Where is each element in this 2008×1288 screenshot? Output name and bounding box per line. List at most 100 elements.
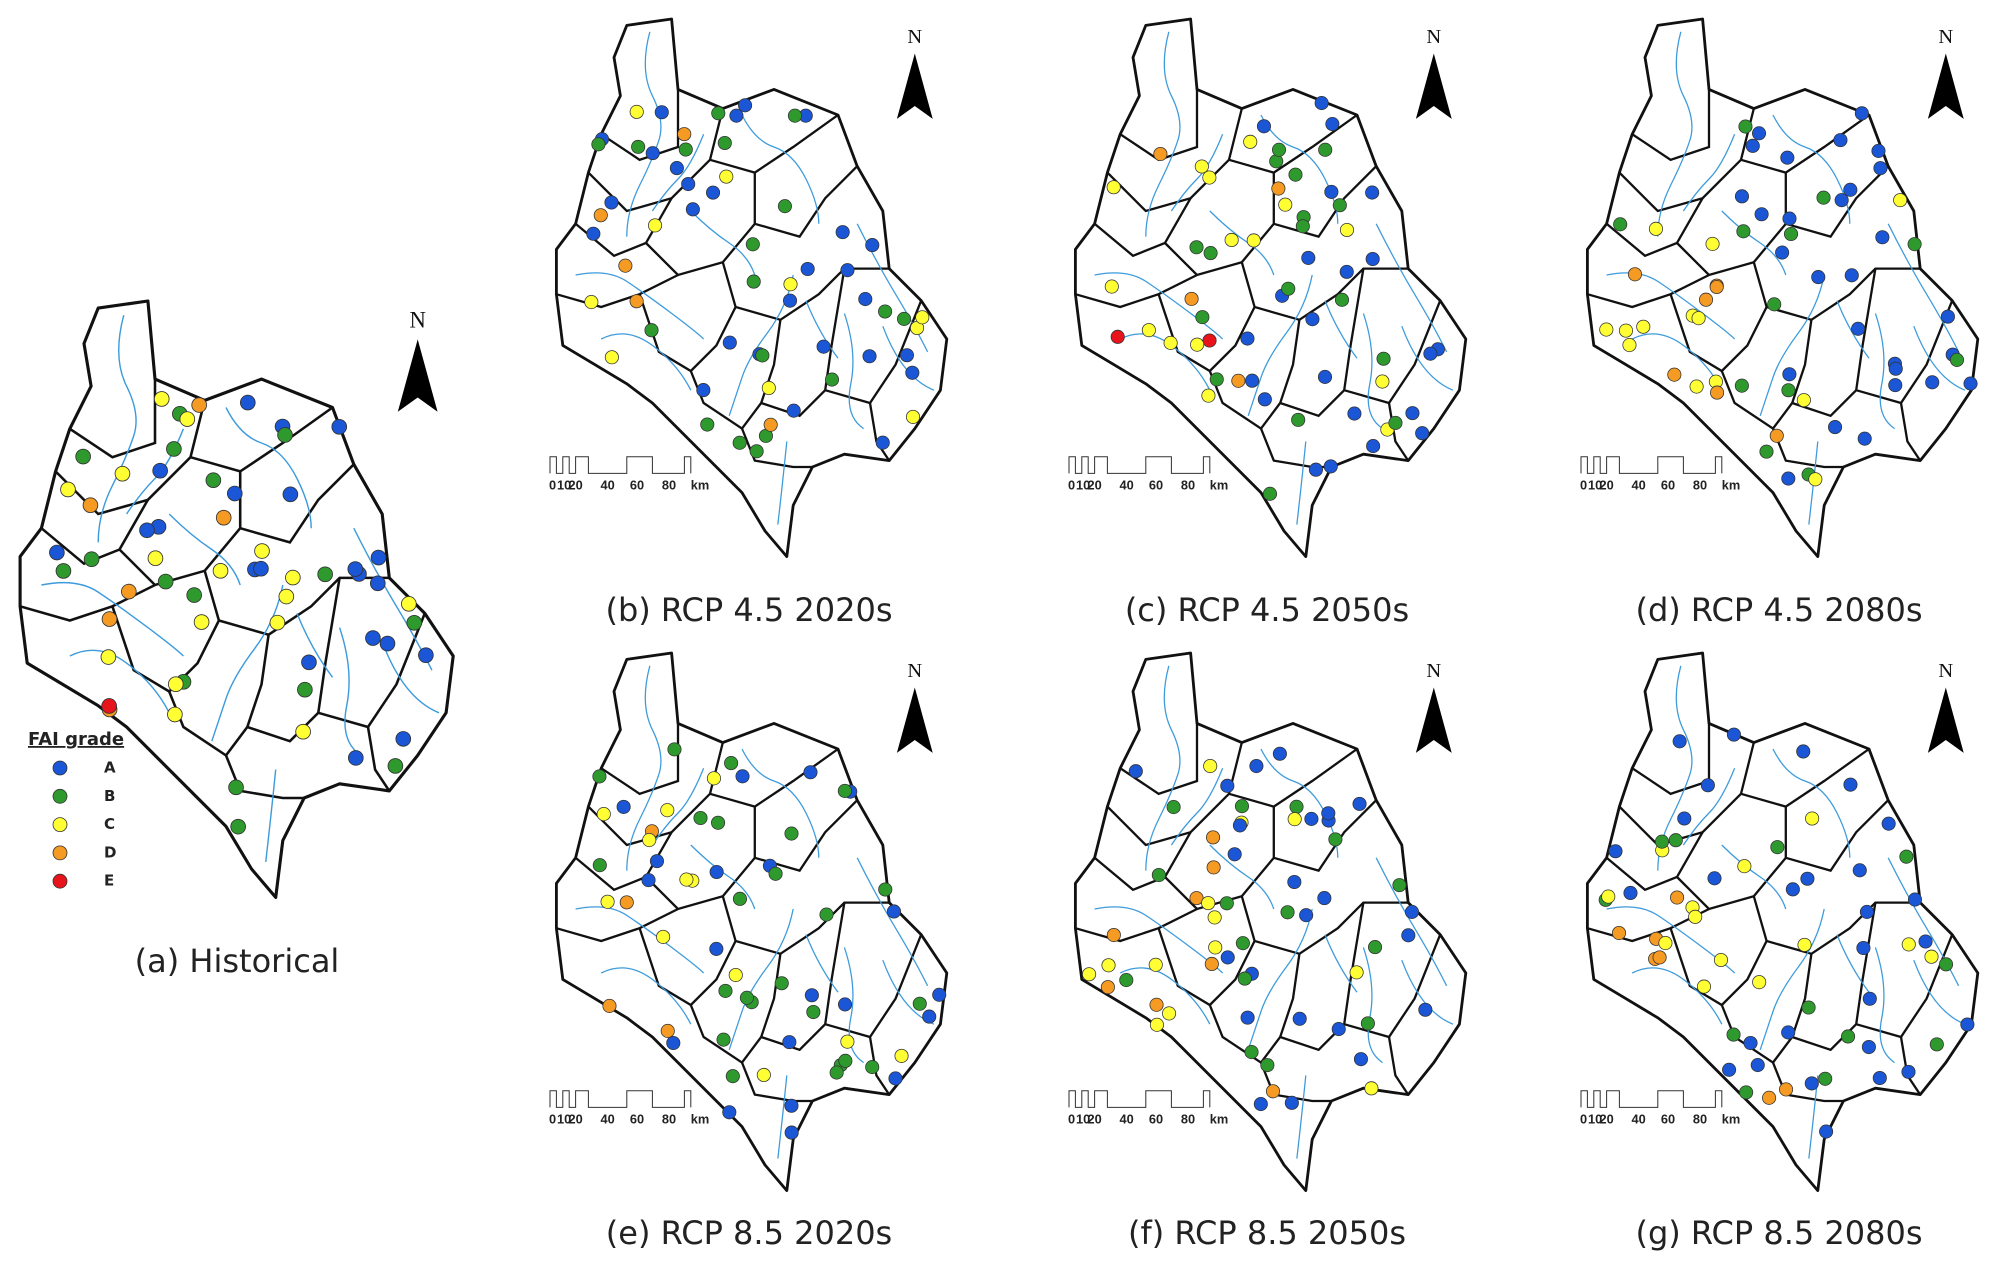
station-dot bbox=[1208, 940, 1223, 955]
station-dot bbox=[254, 543, 270, 559]
station-dot bbox=[1857, 431, 1872, 446]
station-dot bbox=[1862, 991, 1877, 1006]
station-dot bbox=[1796, 744, 1811, 759]
scale-label: 80 bbox=[1181, 478, 1195, 493]
station-dot bbox=[894, 1048, 909, 1063]
station-dot bbox=[722, 335, 737, 350]
station-dot bbox=[719, 169, 734, 184]
scale-label: 40 bbox=[600, 478, 614, 493]
station-dot bbox=[735, 769, 750, 784]
station-dot bbox=[1269, 154, 1284, 169]
station-dot bbox=[1284, 1095, 1299, 1110]
station-dot bbox=[369, 575, 386, 592]
station-dot bbox=[1368, 940, 1383, 955]
station-dot bbox=[1082, 967, 1097, 982]
station-dot bbox=[1667, 367, 1682, 382]
station-dot bbox=[1677, 811, 1692, 826]
station-dot bbox=[1423, 346, 1438, 361]
station-dot bbox=[1745, 138, 1760, 153]
station-dot bbox=[649, 854, 665, 869]
legend-swatch bbox=[52, 788, 68, 804]
station-dot bbox=[347, 561, 364, 577]
station-dot bbox=[1209, 372, 1224, 387]
scale-label: 40 bbox=[1119, 1112, 1133, 1127]
scale-label: 60 bbox=[1661, 1112, 1675, 1127]
station-dot bbox=[1325, 117, 1340, 132]
station-dot bbox=[370, 549, 387, 566]
scale-unit: km bbox=[691, 478, 709, 493]
station-dot bbox=[1149, 1017, 1164, 1032]
station-dot bbox=[1670, 890, 1685, 905]
station-dot bbox=[584, 295, 599, 310]
station-dot bbox=[803, 765, 818, 780]
north-label: N bbox=[1938, 26, 1953, 48]
station-dot bbox=[1339, 222, 1355, 238]
station-dot bbox=[1623, 885, 1638, 901]
station-dot bbox=[1392, 878, 1407, 893]
station-dot bbox=[755, 348, 770, 363]
station-dot bbox=[1601, 889, 1616, 904]
scale-bar bbox=[1068, 1090, 1211, 1108]
station-dot bbox=[1648, 221, 1663, 236]
station-dot bbox=[1287, 874, 1302, 890]
station-dot bbox=[347, 750, 364, 766]
station-dot bbox=[1231, 373, 1246, 388]
station-dot bbox=[1376, 351, 1391, 366]
station-dot bbox=[1698, 292, 1714, 307]
station-dot bbox=[619, 895, 634, 910]
scale-bar bbox=[1580, 456, 1723, 474]
station-dot bbox=[1709, 279, 1724, 295]
station-dot bbox=[644, 323, 659, 338]
station-dot bbox=[152, 462, 168, 479]
station-dot bbox=[1353, 1052, 1369, 1067]
station-dot bbox=[629, 104, 644, 119]
station-dot bbox=[865, 238, 880, 253]
station-dot bbox=[1184, 291, 1199, 306]
station-dot bbox=[858, 292, 873, 307]
station-dot bbox=[1240, 331, 1255, 346]
station-dot bbox=[932, 987, 947, 1002]
scale-label: 0 bbox=[1580, 478, 1587, 493]
station-dot bbox=[226, 485, 243, 502]
legend-swatch bbox=[52, 873, 68, 889]
station-dot bbox=[101, 611, 118, 627]
station-dot bbox=[629, 294, 644, 309]
station-dot bbox=[591, 137, 606, 152]
legend-label: B bbox=[104, 787, 115, 805]
scale-bar bbox=[1580, 1090, 1723, 1108]
station-dot bbox=[1888, 378, 1903, 393]
station-dot bbox=[269, 614, 286, 631]
station-dot bbox=[1324, 184, 1339, 199]
station-dot bbox=[1323, 459, 1338, 474]
station-dot bbox=[1365, 251, 1380, 267]
station-dot bbox=[167, 706, 183, 723]
station-dot bbox=[401, 596, 417, 612]
basin-map bbox=[18, 299, 455, 899]
station-dot bbox=[1249, 758, 1264, 774]
station-dot bbox=[783, 277, 798, 292]
station-dot bbox=[297, 681, 313, 698]
station-dot bbox=[1260, 1058, 1275, 1073]
station-dot bbox=[1819, 1124, 1834, 1139]
station-dot bbox=[782, 1035, 797, 1050]
north-arrow bbox=[896, 687, 933, 753]
station-dot bbox=[786, 403, 801, 418]
station-dot bbox=[1781, 471, 1796, 486]
north-label: N bbox=[1426, 660, 1441, 682]
station-dot bbox=[1843, 182, 1858, 197]
station-dot bbox=[592, 858, 607, 873]
station-dot bbox=[295, 723, 311, 740]
station-dot bbox=[1960, 1017, 1975, 1032]
station-dot bbox=[648, 218, 663, 233]
station-dot bbox=[756, 1067, 771, 1083]
station-dot bbox=[1893, 193, 1908, 208]
station-dot bbox=[277, 427, 293, 443]
station-dot bbox=[696, 383, 711, 398]
station-dot bbox=[1780, 150, 1795, 165]
station-dot bbox=[862, 349, 877, 364]
station-dot bbox=[641, 873, 656, 888]
scale-label: 0 bbox=[549, 478, 556, 493]
station-dot bbox=[1652, 950, 1667, 965]
station-dot bbox=[1166, 800, 1181, 815]
